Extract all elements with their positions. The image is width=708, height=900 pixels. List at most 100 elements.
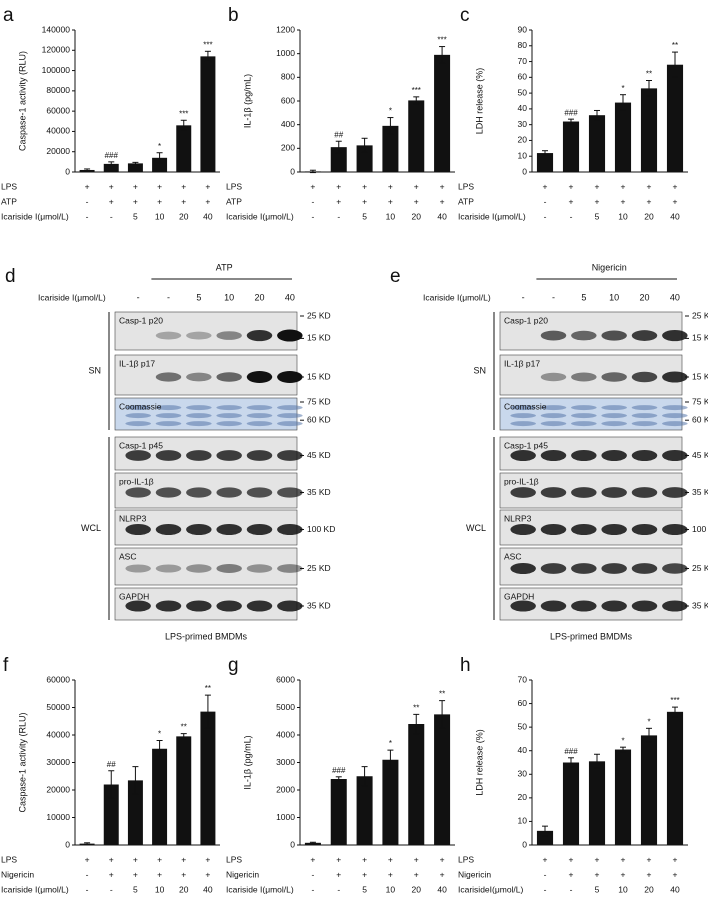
blot-band	[155, 564, 182, 573]
size-marker: 75 KD	[692, 396, 708, 406]
condition-value: -	[337, 211, 340, 221]
y-tick-label: 50000	[46, 702, 70, 712]
error-bar	[620, 94, 626, 111]
condition-value: +	[647, 869, 652, 879]
condition-value: +	[157, 854, 162, 864]
y-tick-label: 50	[518, 721, 528, 731]
blot-row-label: Coomassie	[504, 401, 547, 411]
blot-band	[631, 449, 658, 462]
lane-label: -	[522, 292, 525, 302]
panel-letter: g	[228, 655, 239, 676]
condition-value: +	[109, 181, 114, 191]
panel-letter: a	[3, 5, 14, 26]
y-tick-label: 20	[518, 792, 528, 802]
size-marker: 35 KD	[307, 487, 331, 497]
condition-label: LPS	[226, 854, 242, 864]
blot-band	[540, 421, 567, 427]
condition-value: -	[311, 211, 314, 221]
blot-band	[540, 523, 567, 536]
bar	[562, 762, 580, 845]
blot-row-label: Casp-1 p45	[119, 440, 163, 450]
group-label: SN	[473, 365, 486, 375]
error-bar	[387, 117, 394, 135]
dose-label: Icariside I(μmol/L)	[38, 292, 106, 302]
blot-band	[216, 564, 242, 573]
condition-value: 40	[437, 884, 447, 894]
error-bar	[132, 766, 139, 795]
blot-footer: LPS-primed BMDMs	[165, 631, 248, 641]
condition-value: +	[181, 181, 186, 191]
condition-value: +	[569, 869, 574, 879]
condition-value: +	[543, 181, 548, 191]
bar	[330, 779, 347, 845]
blot-band	[540, 600, 567, 612]
blot-band	[571, 330, 597, 341]
blot-band	[571, 563, 597, 574]
condition-value: +	[157, 181, 162, 191]
condition-value: -	[311, 869, 314, 879]
condition-value: 10	[618, 211, 628, 221]
condition-value: +	[388, 181, 393, 191]
condition-value: -	[570, 884, 573, 894]
error-bar	[568, 757, 574, 768]
blot-band	[601, 563, 627, 574]
bar	[200, 56, 216, 172]
condition-value: 5	[362, 884, 367, 894]
blot-band	[571, 449, 597, 462]
blot-band	[125, 450, 151, 461]
condition-value: +	[85, 181, 90, 191]
blot-band	[540, 413, 567, 419]
blot-band	[510, 413, 536, 419]
condition-label: IcarisideI(μmol/L)	[458, 884, 524, 894]
y-tick-label: 40000	[46, 729, 70, 739]
condition-value: +	[157, 196, 162, 206]
y-tick-label: 3000	[276, 757, 295, 767]
y-tick-label: 0	[522, 166, 527, 176]
condition-value: +	[181, 854, 186, 864]
blot-band	[216, 487, 242, 498]
lane-label: 40	[670, 292, 680, 302]
blot-band	[125, 421, 151, 427]
y-tick-label: 40	[518, 103, 528, 113]
blot-band	[631, 523, 658, 536]
significance-label: ##	[107, 760, 116, 769]
condition-value: +	[440, 854, 445, 864]
condition-value: +	[181, 869, 186, 879]
condition-value: +	[414, 196, 419, 206]
y-tick-label: 20000	[46, 784, 70, 794]
condition-value: 40	[203, 884, 213, 894]
y-tick-label: 400	[281, 119, 295, 129]
error-bar	[672, 706, 678, 718]
error-bar	[413, 96, 420, 105]
significance-label: **	[413, 703, 419, 712]
blot-band	[540, 449, 567, 462]
bar	[562, 121, 580, 172]
condition-value: 40	[203, 211, 213, 221]
error-bar	[335, 776, 342, 782]
blot-row-label: ASC	[504, 551, 521, 561]
condition-value: -	[311, 884, 314, 894]
blot-band	[631, 600, 658, 612]
significance-label: **	[672, 41, 678, 50]
blot-band	[125, 564, 151, 573]
condition-value: +	[569, 196, 574, 206]
blot-band	[125, 487, 151, 498]
blot-band	[277, 371, 303, 383]
blot-band	[662, 563, 688, 574]
condition-value: +	[205, 869, 210, 879]
blot-band	[216, 405, 242, 411]
bar	[356, 776, 373, 845]
y-tick-label: 6000	[276, 674, 295, 684]
bar	[588, 761, 606, 845]
blot-band	[510, 523, 536, 536]
size-marker: 15 KD	[307, 371, 331, 381]
blot-band	[155, 421, 182, 427]
blot-row-label: IL-1β p17	[119, 358, 155, 368]
condition-value: -	[337, 884, 340, 894]
condition-value: +	[647, 854, 652, 864]
error-bar	[542, 150, 548, 156]
size-marker: 25 KD	[307, 563, 331, 573]
condition-value: 5	[595, 884, 600, 894]
blot-band	[571, 372, 597, 382]
